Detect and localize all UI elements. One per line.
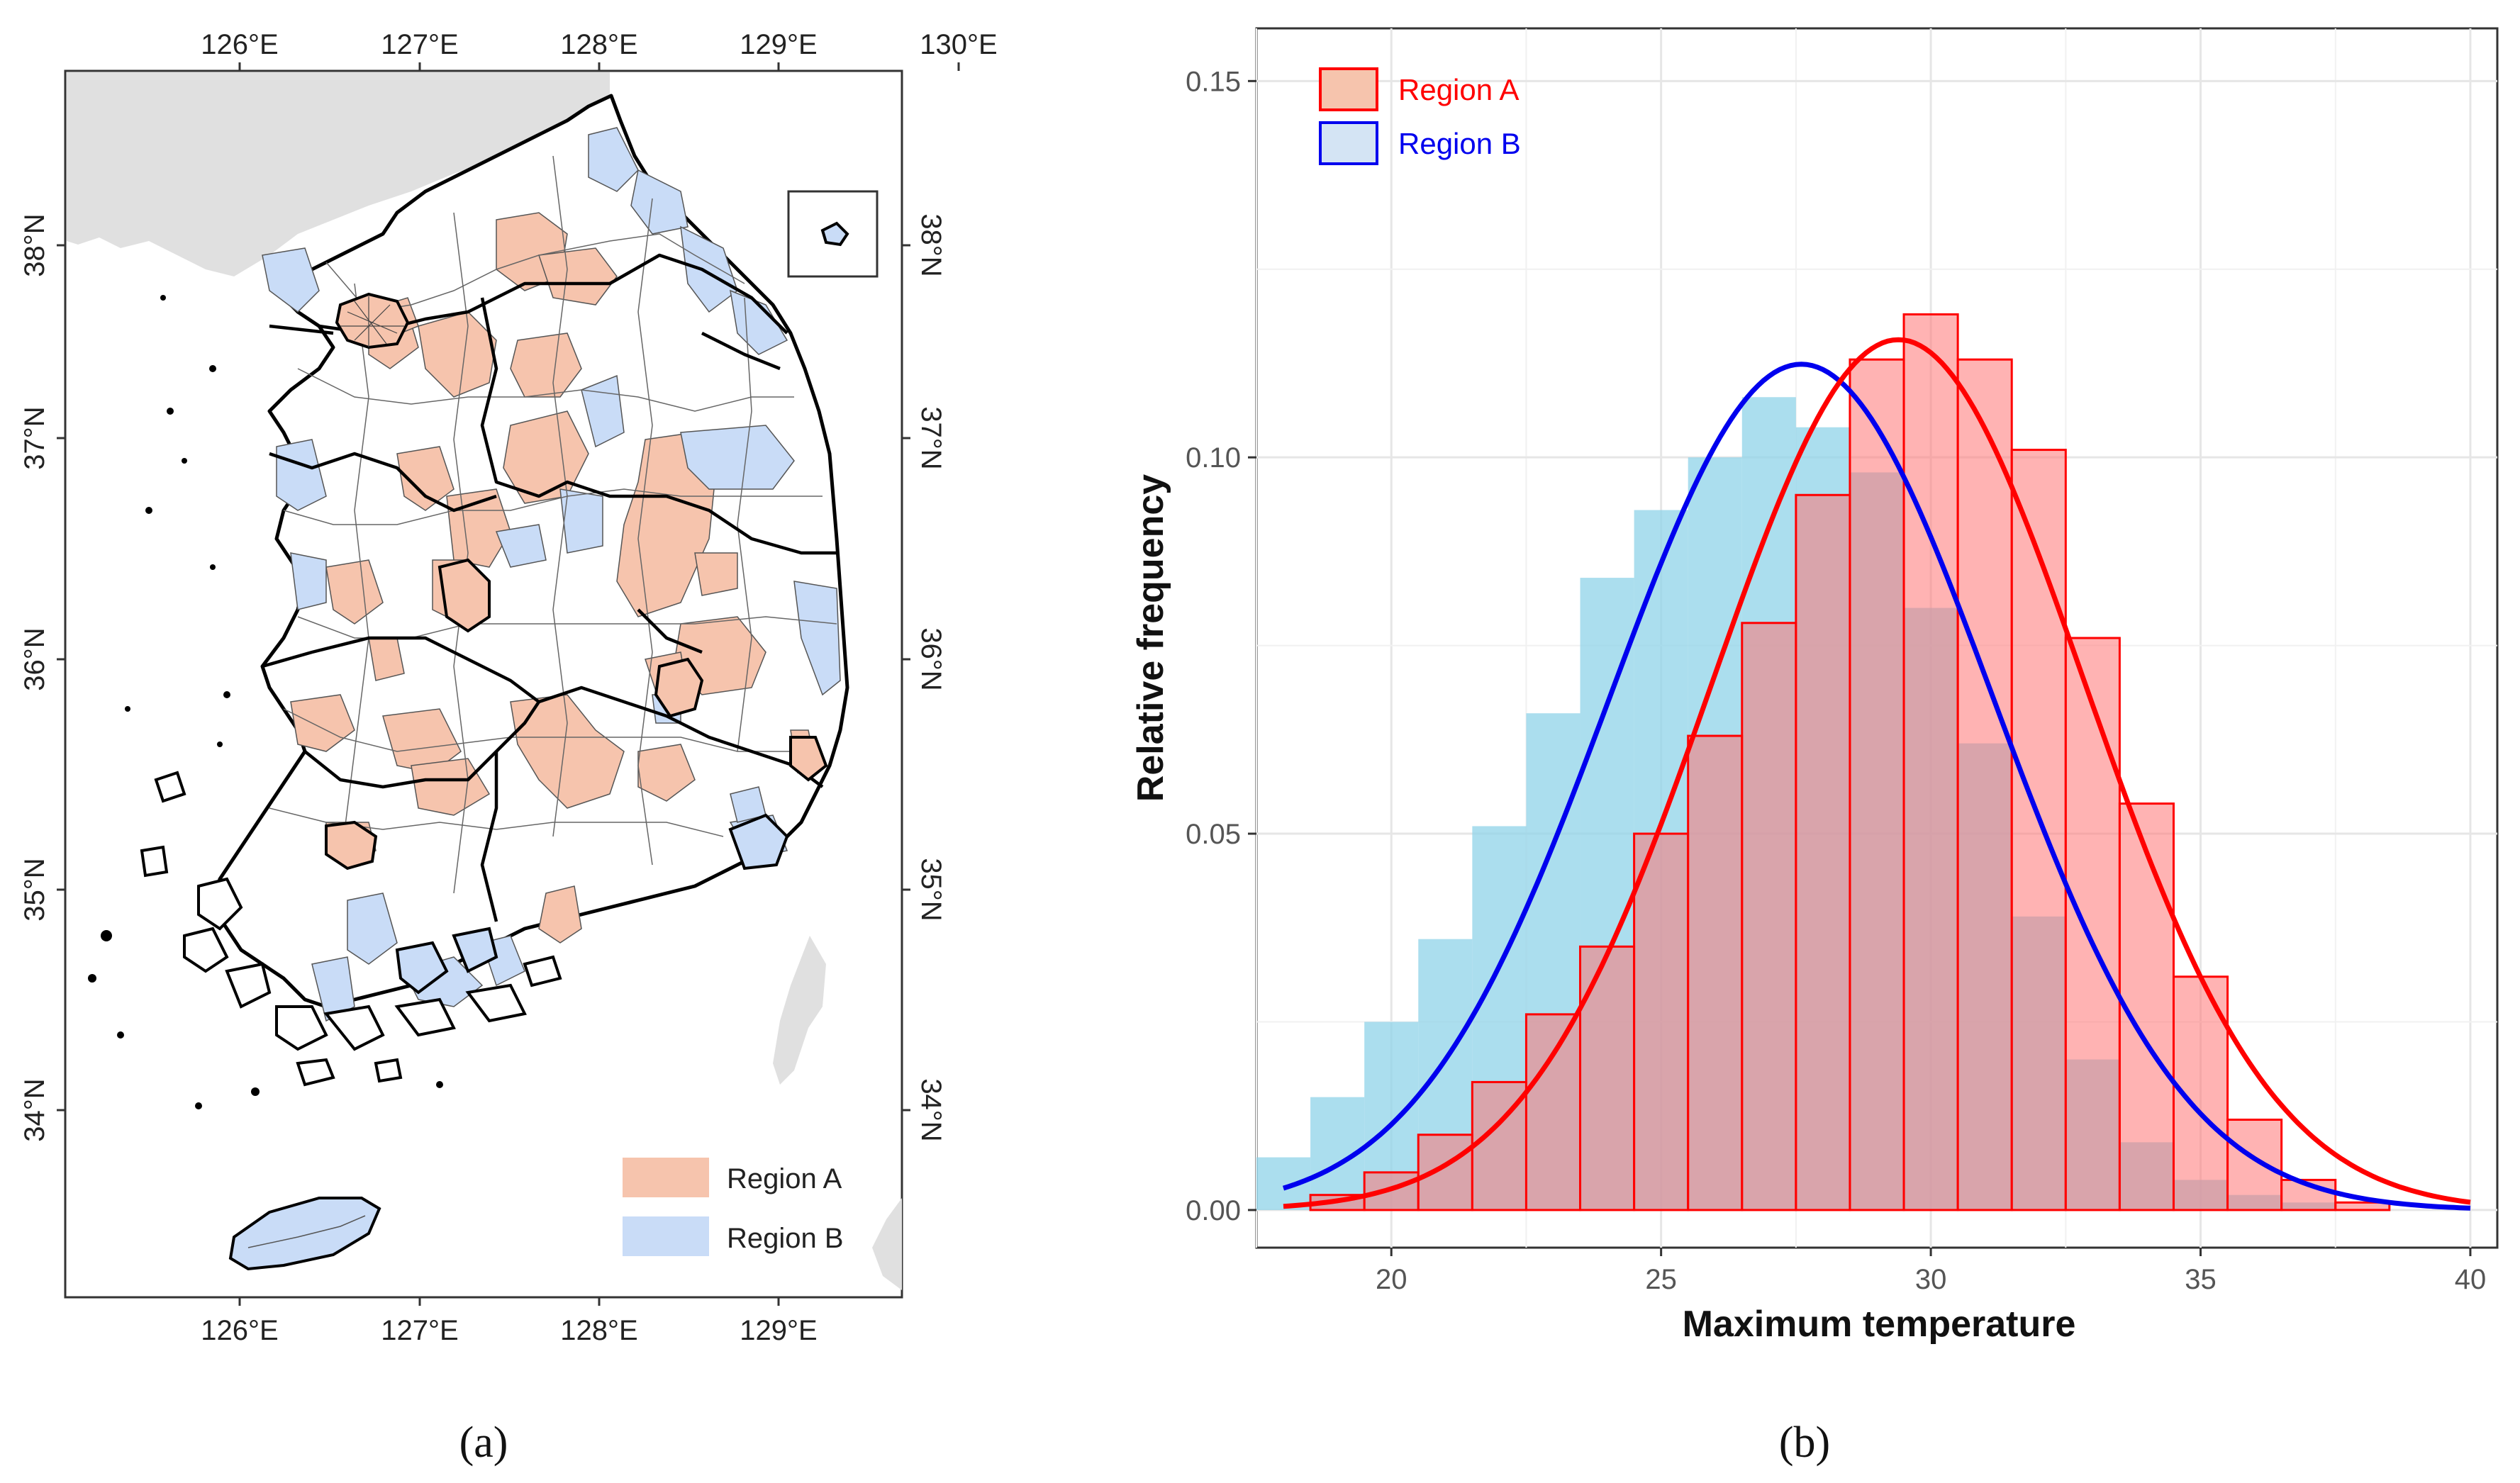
lon-tick-top: 129°E bbox=[740, 29, 817, 60]
lon-tick-bottom: 126°E bbox=[201, 1315, 278, 1346]
bar-region-a bbox=[1579, 945, 1636, 1211]
density-curves bbox=[1282, 337, 2471, 1211]
bars-region-a bbox=[1309, 313, 2391, 1211]
x-tick-label: 35 bbox=[2185, 1264, 2217, 1295]
legend-swatch-region-b bbox=[623, 1216, 709, 1256]
coastal-islands bbox=[140, 771, 562, 1087]
legend-swatch-region-a bbox=[623, 1158, 709, 1197]
lon-tick-marks-top bbox=[57, 62, 960, 1306]
legend-label-region-a: Region A bbox=[1398, 73, 1519, 106]
seoul-metro bbox=[335, 292, 410, 349]
ulsan-metro bbox=[789, 736, 828, 782]
histogram-panel: 0.00 0.05 0.10 0.15 20 25 30 35 40 Region A Reg… bbox=[1130, 27, 2499, 1467]
bar-region-a bbox=[1902, 313, 1959, 1211]
bar-region-a bbox=[1849, 358, 1905, 1211]
bar-region-a bbox=[1741, 622, 1797, 1211]
lon-tick-top: 128°E bbox=[560, 29, 637, 60]
legend-key-region-a bbox=[1319, 67, 1378, 111]
bar-region-a bbox=[1956, 358, 2013, 1211]
lon-tick-bottom: 128°E bbox=[560, 1315, 637, 1346]
lat-tick-right: 37°N bbox=[915, 406, 947, 469]
y-tick-label: 0.05 bbox=[1186, 819, 1241, 850]
bar-region-a bbox=[2064, 637, 2121, 1211]
lon-tick-bottom: 127°E bbox=[381, 1315, 458, 1346]
lat-tick-right: 34°N bbox=[915, 1078, 947, 1141]
ulleung-island bbox=[820, 221, 849, 247]
x-tick-label: 25 bbox=[1645, 1264, 1677, 1295]
lat-tick-left: 36°N bbox=[19, 627, 50, 690]
jeju-divide bbox=[247, 1215, 366, 1248]
region-b-areas bbox=[262, 127, 841, 1022]
legend-label-region-a: Region A bbox=[727, 1163, 842, 1194]
panel-label-b: (b) bbox=[1779, 1418, 1830, 1467]
lat-tick-right: 35°N bbox=[915, 858, 947, 921]
density-curve-region-b bbox=[1282, 362, 2471, 1211]
bar-region-a bbox=[1524, 1013, 1582, 1211]
province-boundaries bbox=[262, 253, 837, 922]
bar-region-a bbox=[2118, 802, 2175, 1211]
lat-tick-right: 38°N bbox=[915, 213, 947, 276]
lat-tick-left: 35°N bbox=[19, 858, 50, 921]
busan-metro bbox=[728, 813, 789, 871]
lon-tick-top: 126°E bbox=[201, 29, 278, 60]
legend-label-region-b: Region B bbox=[727, 1223, 844, 1254]
north-land bbox=[67, 72, 610, 276]
lat-tick-left: 37°N bbox=[19, 406, 50, 469]
se-land-gray bbox=[872, 1198, 902, 1290]
bar-region-a bbox=[2226, 1119, 2283, 1211]
legend-key-region-b bbox=[1319, 121, 1378, 165]
bar-region-a bbox=[1687, 734, 1744, 1211]
x-tick-label: 30 bbox=[1915, 1264, 1947, 1295]
gwangju-metro bbox=[325, 820, 378, 871]
x-axis-ticks: 20 25 30 35 40 bbox=[1376, 1248, 2486, 1295]
bar-region-a bbox=[1633, 832, 1690, 1211]
lon-tick-top: 127°E bbox=[381, 29, 458, 60]
x-tick-label: 40 bbox=[2455, 1264, 2487, 1295]
y-axis-label: Relative frequency bbox=[1130, 474, 1171, 802]
y-tick-label: 0.15 bbox=[1186, 66, 1241, 97]
east-island-gray bbox=[773, 936, 826, 1085]
y-tick-label: 0.00 bbox=[1186, 1195, 1241, 1226]
lon-tick-top: 130°E bbox=[920, 29, 997, 60]
daejeon-metro bbox=[437, 558, 491, 633]
x-tick-label: 20 bbox=[1376, 1264, 1407, 1295]
lat-tick-left: 38°N bbox=[19, 213, 50, 276]
jeju-island bbox=[228, 1197, 381, 1271]
small-islets bbox=[88, 295, 443, 1109]
y-tick-label: 0.10 bbox=[1186, 442, 1241, 474]
density-curve-region-a bbox=[1283, 337, 2471, 1209]
x-axis-label: Maximum temperature bbox=[1683, 1304, 2076, 1345]
panel-label-a: (a) bbox=[459, 1418, 508, 1467]
legend-label-region-b: Region B bbox=[1398, 127, 1521, 160]
daegu-metro bbox=[654, 657, 704, 718]
bar-region-a bbox=[1795, 493, 1851, 1211]
lat-tick-left: 34°N bbox=[19, 1078, 50, 1141]
bar-region-a bbox=[2334, 1201, 2391, 1211]
y-axis-ticks: 0.00 0.05 0.10 0.15 bbox=[1186, 66, 1256, 1226]
map-panel: 126°E 127°E 128°E 129°E 130°E bbox=[19, 29, 998, 1467]
coastal-islands-b bbox=[395, 927, 498, 995]
lat-tick-right: 36°N bbox=[915, 627, 947, 690]
seoul-districts bbox=[340, 296, 404, 347]
bar-region-a bbox=[2010, 449, 2067, 1211]
lon-tick-bottom: 129°E bbox=[740, 1315, 817, 1346]
